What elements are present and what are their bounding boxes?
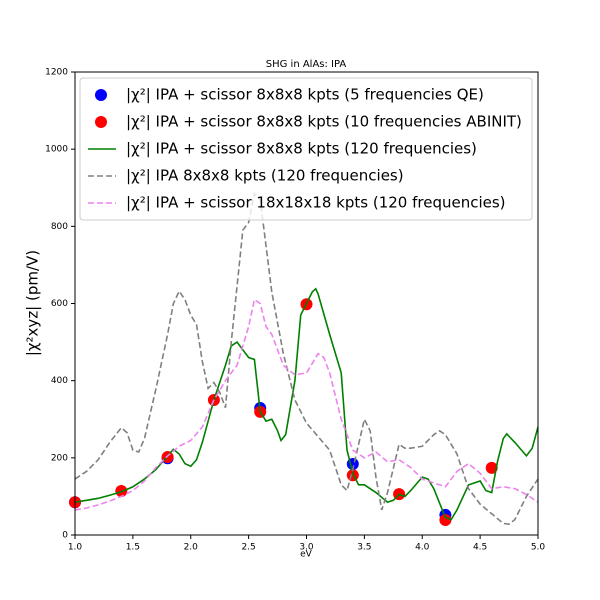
- y-tick-label: 1200: [45, 68, 68, 78]
- data-point: [485, 461, 498, 474]
- chart-title: SHG in AlAs: IPA: [266, 59, 347, 70]
- legend-label: |χ²| IPA + scissor 18x18x18 kpts (120 fr…: [126, 194, 506, 212]
- series-line: [74, 298, 539, 511]
- x-tick-label: 2.0: [184, 543, 199, 553]
- legend-label: |χ²| IPA + scissor 8x8x8 kpts (10 freque…: [126, 113, 522, 131]
- y-tick-label: 0: [62, 531, 68, 541]
- x-axis-label: eV: [300, 550, 313, 560]
- legend-marker: [95, 116, 107, 128]
- x-tick-label: 1.0: [68, 543, 83, 553]
- y-tick-label: 1000: [45, 145, 68, 155]
- series-line: [74, 287, 539, 521]
- legend-marker: [95, 89, 107, 101]
- data-point: [439, 513, 452, 526]
- y-tick-label: 200: [51, 453, 68, 463]
- x-tick-label: 5.0: [531, 543, 546, 553]
- y-tick-label: 400: [51, 376, 68, 386]
- series-line: [74, 191, 539, 526]
- legend-label: |χ²| IPA + scissor 8x8x8 kpts (5 frequen…: [126, 86, 484, 104]
- x-tick-label: 4.0: [415, 543, 430, 553]
- legend-label: |χ²| IPA + scissor 8x8x8 kpts (120 frequ…: [126, 140, 477, 158]
- legend-label: |χ²| IPA 8x8x8 kpts (120 frequencies): [126, 167, 404, 185]
- x-tick-label: 1.5: [126, 543, 140, 553]
- y-tick-label: 800: [51, 222, 68, 232]
- y-tick-label: 600: [51, 299, 68, 309]
- x-tick-label: 3.5: [357, 543, 371, 553]
- x-tick-label: 3.0: [299, 543, 314, 553]
- y-axis-label: |χ²xyz| (pm/V): [24, 250, 42, 356]
- plot-frame: [74, 71, 539, 536]
- x-tick-label: 4.5: [473, 543, 487, 553]
- legend-box: [79, 77, 533, 221]
- x-tick-label: 2.5: [241, 543, 255, 553]
